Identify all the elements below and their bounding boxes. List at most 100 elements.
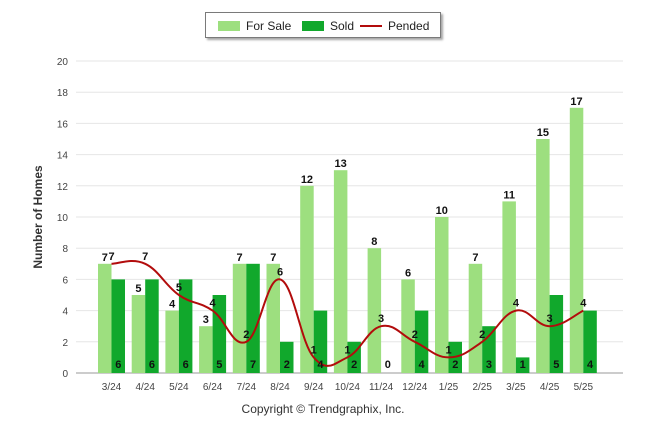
y-tick-label: 16 bbox=[57, 119, 69, 130]
y-tick-label: 0 bbox=[62, 369, 68, 380]
bar-for-sale bbox=[536, 139, 550, 373]
y-tick-label: 18 bbox=[57, 88, 69, 99]
bar-sold bbox=[246, 263, 260, 373]
data-label-pended: 3 bbox=[378, 313, 384, 325]
bar-sold bbox=[280, 341, 294, 373]
data-label-pended: 2 bbox=[412, 329, 418, 341]
x-tick-label: 3/24 bbox=[102, 382, 122, 393]
y-tick-label: 6 bbox=[62, 275, 68, 286]
data-label-for-sale: 8 bbox=[371, 236, 377, 248]
data-label-pended: 1 bbox=[344, 344, 350, 356]
bar-for-sale bbox=[300, 185, 314, 373]
data-label-for-sale: 15 bbox=[537, 127, 549, 139]
data-label-sold: 4 bbox=[317, 359, 324, 371]
data-label-pended: 6 bbox=[277, 266, 283, 278]
y-tick-label: 14 bbox=[57, 151, 69, 162]
y-tick-label: 4 bbox=[62, 307, 68, 318]
bar-sold bbox=[313, 310, 328, 373]
legend-label-pended: Pended bbox=[388, 19, 430, 33]
x-tick-label: 4/24 bbox=[135, 382, 155, 393]
legend-label-sold: Sold bbox=[330, 19, 355, 33]
data-label-pended: 1 bbox=[445, 344, 451, 356]
bar-for-sale bbox=[502, 201, 516, 373]
bar-sold bbox=[414, 310, 429, 373]
data-label-for-sale: 17 bbox=[570, 96, 582, 108]
data-label-pended: 2 bbox=[479, 329, 485, 341]
x-tick-label: 2/25 bbox=[472, 382, 492, 393]
data-label-pended: 2 bbox=[243, 329, 249, 341]
data-label-sold: 2 bbox=[284, 359, 290, 371]
copyright-text: Copyright © Trendgraphix, Inc. bbox=[241, 402, 405, 416]
data-label-sold: 5 bbox=[553, 359, 559, 371]
data-label-sold: 6 bbox=[115, 359, 121, 371]
x-tick-label: 4/25 bbox=[540, 382, 560, 393]
data-label-pended: 3 bbox=[547, 313, 553, 325]
data-label-pended: 7 bbox=[142, 251, 148, 263]
bar-sold bbox=[111, 279, 125, 373]
data-label-for-sale: 3 bbox=[203, 314, 209, 326]
bar-sold bbox=[549, 295, 564, 373]
data-label-sold: 3 bbox=[486, 359, 492, 371]
data-label-for-sale: 7 bbox=[102, 252, 108, 264]
data-label-sold: 4 bbox=[418, 359, 425, 371]
data-label-for-sale: 10 bbox=[436, 205, 448, 217]
bar-for-sale bbox=[569, 107, 584, 374]
data-label-sold: 2 bbox=[452, 359, 458, 371]
legend-swatch-pended bbox=[360, 25, 382, 27]
data-label-pended: 4 bbox=[580, 298, 587, 310]
bar-sold bbox=[515, 357, 530, 373]
x-tick-label: 10/24 bbox=[335, 382, 360, 393]
bar-sold bbox=[583, 310, 597, 373]
bar-for-sale bbox=[333, 170, 348, 373]
data-label-for-sale: 4 bbox=[169, 299, 176, 311]
legend-swatch-sold bbox=[302, 21, 324, 31]
bar-for-sale bbox=[199, 326, 213, 373]
x-tick-label: 6/24 bbox=[203, 382, 223, 393]
data-label-pended: 1 bbox=[311, 344, 317, 356]
y-tick-label: 2 bbox=[62, 338, 68, 349]
data-label-for-sale: 12 bbox=[301, 174, 313, 186]
chart-legend: For Sale Sold Pended bbox=[205, 12, 441, 38]
bar-for-sale bbox=[468, 263, 483, 373]
data-label-sold: 1 bbox=[520, 359, 526, 371]
y-tick-label: 10 bbox=[57, 213, 69, 224]
bar-for-sale bbox=[131, 295, 146, 373]
data-label-pended: 4 bbox=[513, 298, 520, 310]
x-tick-label: 3/25 bbox=[506, 382, 526, 393]
legend-label-for-sale: For Sale bbox=[246, 19, 292, 33]
x-tick-label: 5/24 bbox=[169, 382, 189, 393]
data-label-for-sale: 7 bbox=[236, 252, 242, 264]
x-tick-label: 9/24 bbox=[304, 382, 324, 393]
legend-swatch-for-sale bbox=[218, 21, 240, 31]
y-tick-label: 20 bbox=[57, 57, 69, 68]
x-tick-label: 7/24 bbox=[237, 382, 257, 393]
y-tick-label: 12 bbox=[57, 182, 69, 193]
bar-sold bbox=[145, 279, 159, 373]
data-label-sold: 6 bbox=[149, 359, 155, 371]
data-label-sold: 0 bbox=[385, 359, 391, 371]
bar-for-sale bbox=[401, 279, 415, 373]
bar-for-sale bbox=[98, 263, 112, 373]
data-label-pended: 7 bbox=[108, 251, 114, 263]
data-label-sold: 4 bbox=[587, 359, 594, 371]
bar-for-sale bbox=[165, 310, 179, 373]
data-label-pended: 4 bbox=[210, 298, 217, 310]
data-label-for-sale: 7 bbox=[270, 252, 276, 264]
x-tick-label: 11/24 bbox=[369, 382, 394, 393]
data-label-pended: 5 bbox=[176, 282, 182, 294]
data-label-for-sale: 13 bbox=[335, 158, 347, 170]
data-label-sold: 2 bbox=[351, 359, 357, 371]
x-tick-label: 12/24 bbox=[402, 382, 427, 393]
data-label-sold: 6 bbox=[183, 359, 189, 371]
y-axis-title: Number of Homes bbox=[31, 165, 45, 269]
data-label-for-sale: 7 bbox=[472, 252, 478, 264]
x-tick-label: 8/24 bbox=[270, 382, 290, 393]
x-tick-label: 5/25 bbox=[574, 382, 594, 393]
bar-for-sale bbox=[435, 217, 449, 373]
data-label-sold: 7 bbox=[250, 359, 256, 371]
bar-for-sale bbox=[367, 248, 382, 373]
y-tick-label: 8 bbox=[62, 244, 68, 255]
data-label-for-sale: 5 bbox=[135, 283, 141, 295]
data-label-for-sale: 11 bbox=[503, 189, 515, 201]
